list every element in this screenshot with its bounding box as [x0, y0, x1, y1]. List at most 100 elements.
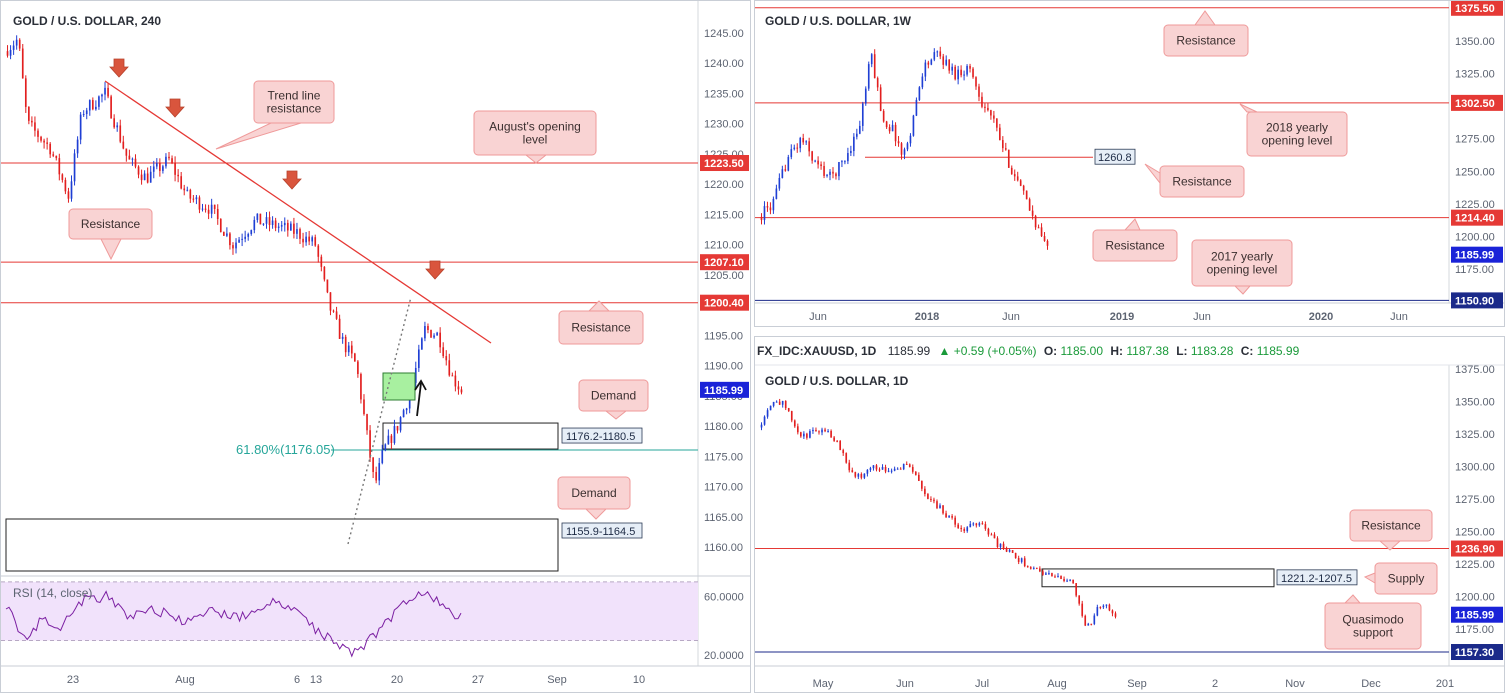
daily-callout-resistance[interactable]: Resistance	[1349, 509, 1433, 551]
h4-arrow-down-icon	[109, 58, 129, 78]
daily-callout-quasimodo-text: support	[1353, 626, 1394, 640]
weekly-callout-resistance[interactable]: Resistance	[1092, 218, 1178, 262]
daily-price-label: 1185.99	[1455, 610, 1494, 622]
weekly-callout-resistance[interactable]: Resistance	[1163, 10, 1249, 57]
weekly-candle	[1028, 199, 1031, 211]
daily-candle	[948, 516, 950, 518]
h4-candle	[67, 191, 70, 199]
weekly-candle	[814, 160, 816, 162]
daily-candle	[954, 517, 956, 525]
h4-callout-demand[interactable]: Demand	[557, 476, 631, 520]
h4-price-label: 1207.10	[704, 257, 744, 269]
daily-candle	[957, 524, 959, 528]
daily-price-label-bg	[1451, 644, 1503, 661]
daily-callout-supply[interactable]: Supply	[1363, 562, 1438, 595]
daily-symbol: FX_IDC:XAUUSD, 1D	[757, 344, 877, 358]
daily-candle	[1051, 573, 1053, 577]
weekly-callout-resistance-box-fill	[1161, 167, 1243, 196]
daily-candle	[963, 529, 966, 532]
h4-candle	[122, 141, 125, 149]
weekly-x-tick-label: Jun	[809, 311, 827, 323]
daily-candle	[760, 424, 763, 428]
h4-candle	[46, 142, 48, 144]
weekly-callout-2017-text: opening level	[1207, 263, 1278, 277]
weekly-chart-panel[interactable]: 1260.8 Resistance 2018 yearly opening leve…	[754, 0, 1505, 327]
h4-rsi-tick-label: 20.0000	[704, 650, 744, 662]
h4-zone-label: 1176.2-1180.5	[566, 431, 635, 443]
h4-chart-panel[interactable]: 61.80%(1176.05) 1176.2-1180.5 1155.9-1164.…	[0, 0, 751, 693]
h4-chart[interactable]: 61.80%(1176.05) 1176.2-1180.5 1155.9-1164.…	[1, 1, 751, 693]
weekly-candle	[1013, 174, 1016, 177]
daily-candle	[887, 470, 890, 472]
h4-candle	[387, 435, 390, 445]
weekly-price-label: 1150.90	[1455, 295, 1494, 307]
daily-candle	[996, 538, 999, 548]
h4-candle	[137, 166, 140, 175]
weekly-candle	[984, 106, 986, 108]
h4-x-tick-label: 6	[294, 674, 300, 686]
weekly-candle	[960, 69, 962, 76]
daily-candle	[1042, 571, 1044, 575]
h4-candle	[58, 158, 61, 175]
h4-candle	[101, 94, 103, 97]
daily-chart-panel[interactable]: 1221.2-1207.5 Resistance Supply Quasimodo s…	[754, 336, 1505, 693]
weekly-candle	[957, 69, 959, 80]
h4-candle	[238, 239, 240, 243]
h4-callout-resistance[interactable]: Resistance	[558, 300, 644, 345]
h4-callout-august-text: level	[523, 133, 548, 147]
daily-candle	[945, 513, 947, 518]
daily-candle	[1048, 573, 1050, 575]
daily-candle	[930, 498, 932, 500]
h4-candle	[110, 96, 112, 119]
daily-last-price: 1185.99	[888, 344, 931, 358]
h4-candle	[64, 179, 67, 192]
weekly-candle	[921, 76, 924, 88]
h4-callout-demand[interactable]: Demand	[578, 379, 649, 420]
h4-candle	[253, 219, 256, 231]
daily-candle	[1075, 583, 1077, 596]
daily-candle	[1045, 573, 1047, 575]
h4-callout-resistance[interactable]: Resistance	[68, 208, 153, 261]
daily-candle	[1035, 567, 1038, 569]
h4-candle	[408, 394, 411, 409]
weekly-callout-resistance[interactable]: Resistance	[1144, 163, 1245, 198]
h4-candle	[350, 345, 353, 354]
daily-change: ▲ +0.59 (+0.05%)	[939, 344, 1037, 358]
h4-candle	[216, 208, 219, 219]
h4-candle	[171, 158, 173, 163]
daily-candle	[1029, 567, 1032, 569]
daily-candle	[1005, 548, 1008, 552]
h4-chart-title: GOLD / U.S. DOLLAR, 240	[13, 14, 161, 28]
h4-x-tick-label: 20	[391, 674, 403, 686]
daily-candle	[914, 471, 917, 475]
h4-candle	[421, 338, 423, 350]
daily-x-tick-label: 201	[1436, 678, 1454, 690]
daily-chart[interactable]: 1221.2-1207.5 Resistance Supply Quasimodos…	[755, 337, 1505, 693]
h4-candle	[40, 136, 42, 141]
h4-candle	[414, 367, 417, 383]
h4-candle	[165, 156, 167, 167]
weekly-x-tick-label: 2019	[1110, 311, 1134, 323]
h4-callout-august-box-fill	[475, 112, 595, 154]
h4-y-tick-label: 1220.00	[704, 179, 744, 191]
h4-price-label-bg	[700, 254, 749, 271]
weekly-candle	[900, 143, 903, 155]
daily-candle	[836, 440, 838, 442]
h4-candle	[378, 463, 381, 481]
h4-candle	[390, 435, 393, 443]
h4-background	[1, 1, 750, 692]
daily-candle	[800, 432, 802, 437]
weekly-callout-2017-text: 2017 yearly	[1211, 250, 1273, 264]
h4-candle	[152, 166, 155, 172]
weekly-candle	[975, 77, 977, 87]
h4-candle	[37, 130, 39, 137]
daily-candle	[1032, 567, 1035, 569]
h4-candle	[247, 234, 250, 237]
weekly-callout-2017-box-fill	[1193, 241, 1291, 285]
